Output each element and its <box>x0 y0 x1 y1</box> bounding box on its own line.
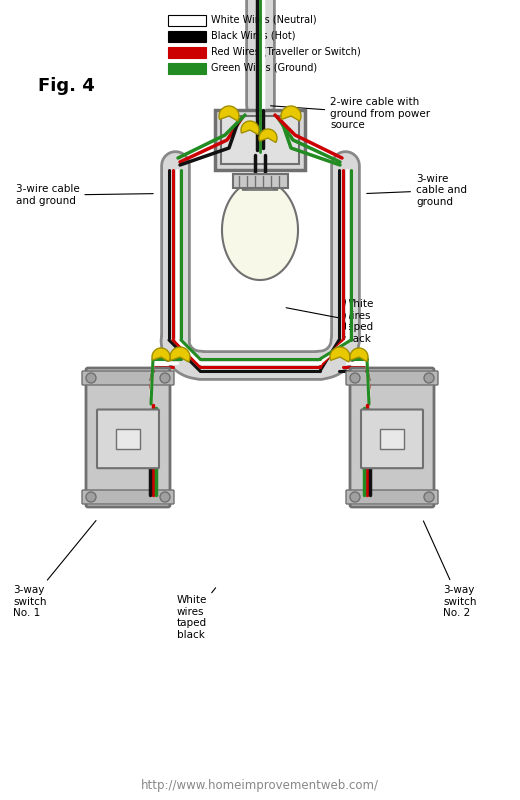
FancyBboxPatch shape <box>346 371 438 385</box>
Bar <box>168 30 206 42</box>
Circle shape <box>160 492 170 502</box>
Wedge shape <box>170 347 190 362</box>
Bar <box>380 430 404 449</box>
Wedge shape <box>241 121 259 134</box>
Circle shape <box>424 373 434 383</box>
Circle shape <box>424 492 434 502</box>
Bar <box>215 110 305 170</box>
Circle shape <box>86 492 96 502</box>
Bar <box>168 14 206 26</box>
Text: Green Wires (Ground): Green Wires (Ground) <box>211 63 317 73</box>
FancyBboxPatch shape <box>82 490 174 504</box>
Text: http://www.homeimprovementweb.com/: http://www.homeimprovementweb.com/ <box>141 779 379 793</box>
FancyBboxPatch shape <box>346 490 438 504</box>
Wedge shape <box>330 347 350 362</box>
Bar <box>168 62 206 74</box>
Circle shape <box>350 492 360 502</box>
Wedge shape <box>350 348 368 362</box>
Text: Common
terminals: Common terminals <box>112 446 161 472</box>
Text: 3-wire cable
and ground: 3-wire cable and ground <box>16 185 153 206</box>
FancyBboxPatch shape <box>97 410 159 468</box>
FancyBboxPatch shape <box>86 368 170 507</box>
Text: Red Wires (Traveller or Switch): Red Wires (Traveller or Switch) <box>211 47 361 57</box>
Circle shape <box>350 373 360 383</box>
Text: Fig. 4: Fig. 4 <box>38 77 95 95</box>
Bar <box>233 174 288 188</box>
Bar <box>168 46 206 58</box>
Text: 3-wire
cable and
ground: 3-wire cable and ground <box>367 174 467 207</box>
Text: 3-way
switch
No. 1: 3-way switch No. 1 <box>13 521 96 618</box>
Text: White
wires
taped
black: White wires taped black <box>286 299 373 344</box>
Wedge shape <box>259 129 277 142</box>
Circle shape <box>86 373 96 383</box>
Wedge shape <box>219 106 239 121</box>
Text: White
wires
taped
black: White wires taped black <box>177 588 216 640</box>
Text: Black Wires (Hot): Black Wires (Hot) <box>211 31 295 41</box>
Circle shape <box>160 373 170 383</box>
Text: White Wires (Neutral): White Wires (Neutral) <box>211 15 317 25</box>
Polygon shape <box>222 180 298 280</box>
FancyBboxPatch shape <box>350 368 434 507</box>
Wedge shape <box>281 106 301 121</box>
Bar <box>116 430 140 449</box>
Text: 3-way
switch
No. 2: 3-way switch No. 2 <box>423 521 476 618</box>
Wedge shape <box>152 348 170 362</box>
Bar <box>221 116 299 164</box>
Text: 2-wire cable with
ground from power
source: 2-wire cable with ground from power sour… <box>270 97 431 130</box>
Polygon shape <box>242 188 278 190</box>
FancyBboxPatch shape <box>82 371 174 385</box>
FancyBboxPatch shape <box>361 410 423 468</box>
